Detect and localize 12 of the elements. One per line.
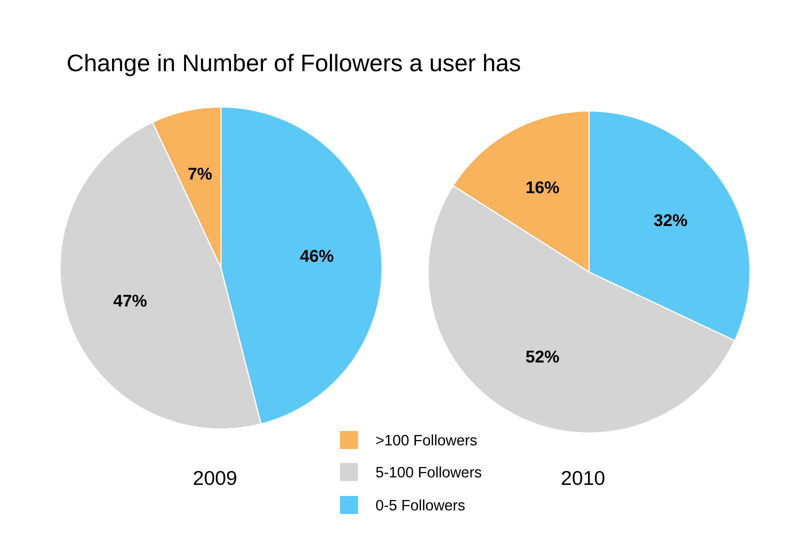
text: 2009: [194, 470, 236, 486]
data-label: 32%: [654, 214, 688, 226]
data-label: 7%: [188, 168, 212, 180]
text: 2010: [562, 470, 604, 486]
legend-label: 5-100 Followers: [376, 466, 482, 478]
legend-label: >100 Followers: [376, 434, 477, 446]
data-label: 46%: [300, 250, 334, 262]
data-label: 52%: [526, 350, 559, 363]
chart-title: Change in Number of Followers a user has: [68, 54, 520, 76]
legend-label: 0-5 Followers: [376, 500, 465, 510]
data-label: 16%: [526, 181, 559, 194]
data-label: 47%: [113, 294, 147, 307]
